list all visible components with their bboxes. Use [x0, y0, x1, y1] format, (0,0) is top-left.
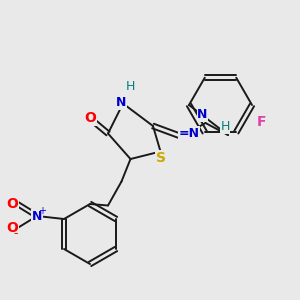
- Text: S: S: [156, 151, 166, 165]
- Text: O: O: [6, 221, 18, 235]
- Text: F: F: [256, 115, 266, 129]
- Text: H: H: [126, 80, 135, 94]
- Text: O: O: [84, 112, 96, 125]
- Text: N: N: [116, 96, 127, 110]
- Text: -: -: [14, 227, 18, 240]
- Text: O: O: [6, 197, 18, 211]
- Text: H: H: [220, 120, 230, 133]
- Text: N: N: [32, 209, 42, 223]
- Text: =N: =N: [178, 127, 200, 140]
- Text: +: +: [38, 206, 46, 216]
- Text: N: N: [197, 108, 208, 121]
